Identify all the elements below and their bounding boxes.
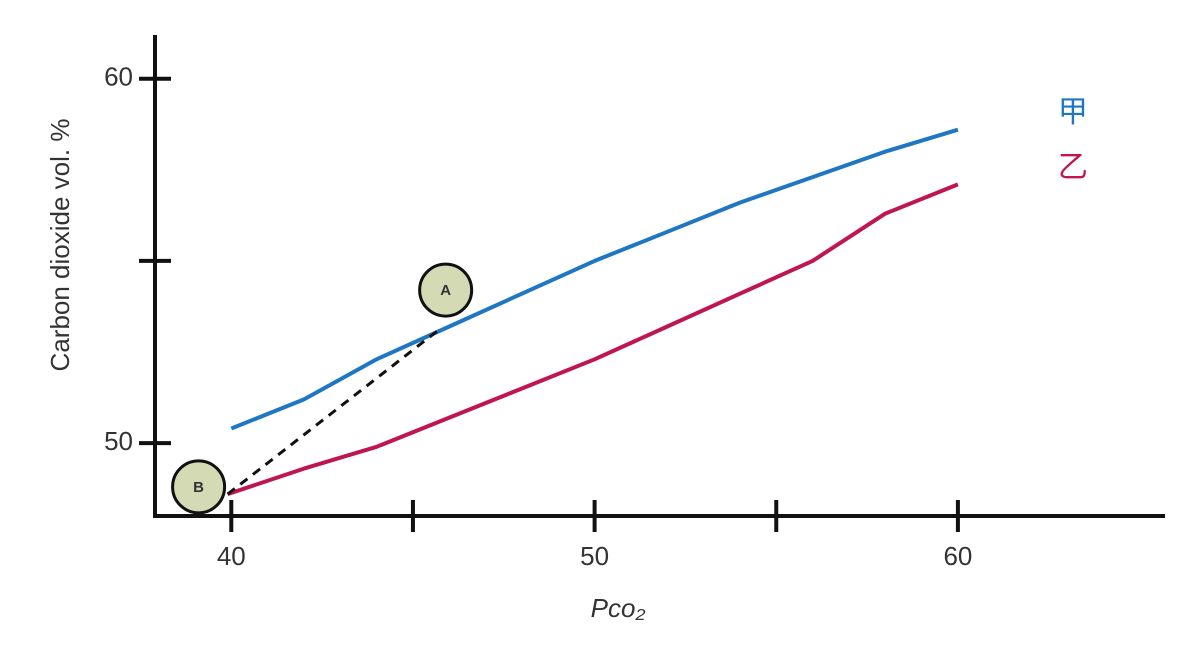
series-label: 乙 <box>1058 150 1088 185</box>
series-line <box>227 182 959 496</box>
dashed-line <box>226 328 440 496</box>
x-tick-label: 50 <box>580 541 609 571</box>
y-axis-title: Carbon dioxide vol. % <box>45 119 75 372</box>
annotation-marker <box>171 459 227 515</box>
series-label: 甲 <box>1058 95 1088 130</box>
x-tick-label: 40 <box>217 541 246 571</box>
annotation-label: A <box>440 282 451 299</box>
series-line <box>230 127 959 431</box>
annotation-label: B <box>193 479 204 496</box>
y-tick-label: 60 <box>104 62 133 92</box>
annotation-marker <box>418 262 474 318</box>
x-axis-title: Pco₂ <box>591 593 646 623</box>
y-tick-label: 50 <box>104 426 133 456</box>
x-tick-label: 60 <box>943 541 972 571</box>
